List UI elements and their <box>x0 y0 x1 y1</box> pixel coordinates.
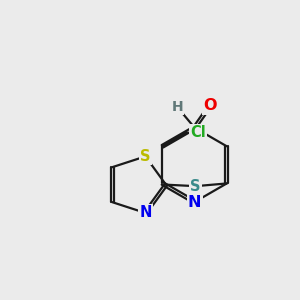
Text: S: S <box>140 149 151 164</box>
Text: H: H <box>172 100 183 114</box>
Text: S: S <box>190 179 201 194</box>
Text: O: O <box>203 98 217 113</box>
Text: Cl: Cl <box>190 125 206 140</box>
Text: N: N <box>188 194 201 209</box>
Text: N: N <box>139 206 152 220</box>
